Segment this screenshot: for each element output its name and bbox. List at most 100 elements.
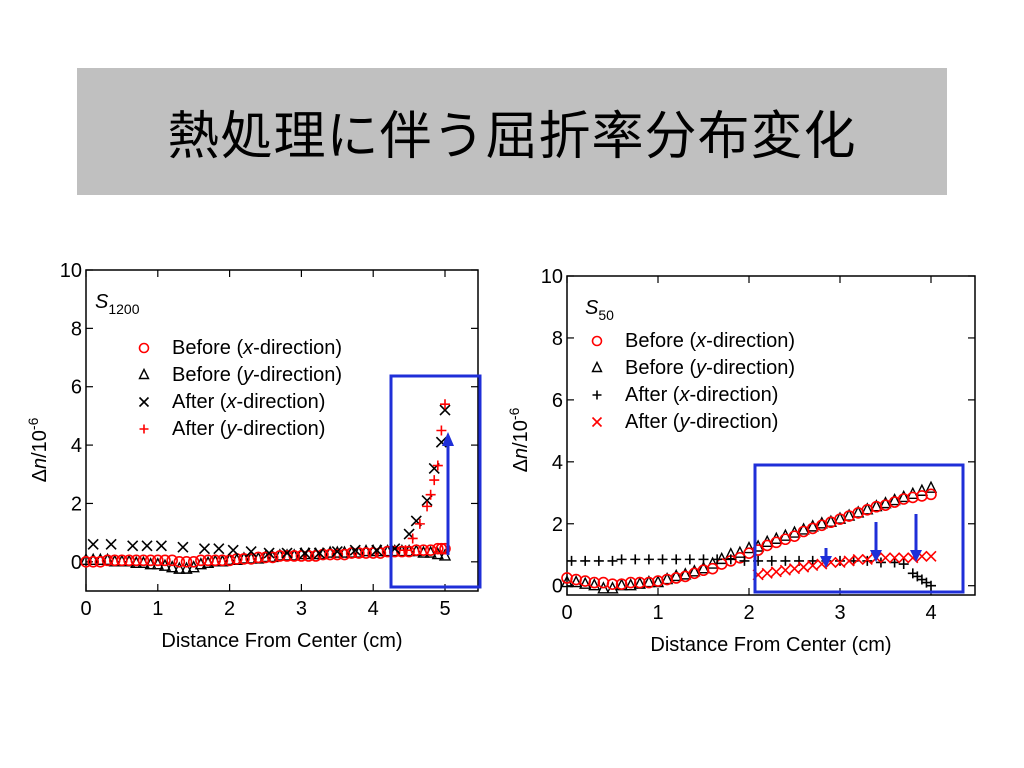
marker-triangle — [879, 496, 892, 509]
legend-entry: Before (x-direction) — [625, 330, 795, 352]
arrow-down-head — [910, 550, 922, 562]
marker-circle — [439, 542, 451, 555]
marker-x — [331, 546, 343, 558]
marker-triangle — [166, 560, 179, 573]
slide-title-band: 熱処理に伴う屈折率分布変化 — [77, 68, 947, 195]
marker-plus — [739, 555, 750, 566]
marker-plus — [926, 580, 936, 591]
marker-circle — [281, 550, 293, 562]
marker-triangle — [591, 360, 603, 373]
legend-entry: Before (y-direction) — [172, 364, 342, 386]
marker-circle — [159, 554, 171, 567]
marker-plus — [432, 460, 443, 471]
series-plus — [400, 399, 450, 556]
marker-circle — [130, 554, 143, 567]
marker-plus — [436, 425, 447, 436]
marker-plus — [643, 554, 654, 565]
marker-circle — [345, 547, 358, 559]
marker-triangle — [897, 489, 910, 503]
marker-circle — [238, 553, 250, 565]
marker-circle — [374, 547, 387, 559]
marker-x — [779, 564, 791, 576]
marker-plus — [898, 559, 909, 570]
series-x — [87, 404, 451, 559]
marker-circle — [101, 554, 114, 567]
slide-title: 熱処理に伴う屈折率分布変化 — [167, 107, 857, 167]
marker-x — [313, 547, 325, 559]
marker-x — [852, 553, 864, 565]
marker-plus — [671, 554, 682, 565]
marker-plus — [407, 533, 418, 544]
y-tick-label: 0 — [552, 576, 563, 598]
marker-plus — [698, 554, 709, 565]
y-tick-label: 8 — [71, 318, 82, 340]
plot-frame — [85, 269, 479, 592]
marker-circle — [144, 554, 157, 567]
x-tick-label: 4 — [368, 598, 379, 620]
y-tick-label: 0 — [71, 552, 82, 574]
marker-circle — [435, 542, 448, 555]
marker-circle — [417, 544, 430, 556]
marker-plus — [835, 555, 845, 566]
marker-plus — [657, 554, 668, 565]
plot-frame — [566, 275, 976, 596]
marker-plus — [766, 555, 777, 566]
y-tick-label: 10 — [60, 260, 82, 282]
marker-circle — [173, 556, 186, 568]
marker-plus — [862, 555, 873, 566]
marker-x — [591, 416, 603, 428]
marker-circle — [166, 554, 178, 567]
legend-entry: Before (y-direction) — [625, 357, 795, 379]
marker-circle — [367, 547, 380, 559]
marker-x — [105, 538, 117, 550]
marker-circle — [302, 550, 315, 562]
marker-circle — [80, 556, 92, 568]
legend-entry: After (x-direction) — [625, 384, 778, 406]
marker-plus — [566, 555, 577, 566]
x-tick-label: 2 — [743, 602, 754, 624]
marker-circle — [187, 556, 200, 568]
y-tick-label: 10 — [541, 266, 563, 288]
marker-circle — [588, 576, 601, 589]
legend-entry: Before (x-direction) — [172, 337, 342, 359]
marker-triangle — [706, 556, 719, 569]
marker-x — [770, 566, 782, 578]
marker-x — [349, 544, 361, 556]
highlight-box — [753, 463, 965, 594]
marker-circle — [180, 556, 193, 568]
marker-circle — [606, 578, 619, 590]
chart-s1200: 0 1 2 3 4 5 0 2 4 6 8 10 Distance From Center (cm) Δn… — [25, 260, 482, 652]
marker-circle — [216, 554, 229, 567]
marker-triangle — [797, 522, 810, 535]
marker-x — [87, 538, 99, 550]
x-tick-label: 3 — [296, 598, 307, 620]
marker-circle — [432, 542, 444, 555]
marker-x — [371, 544, 383, 556]
marker-circle — [138, 342, 150, 354]
marker-x — [925, 550, 937, 562]
marker-circle — [788, 530, 801, 542]
marker-x — [263, 547, 275, 559]
y-tick-label: 2 — [552, 514, 563, 536]
marker-circle — [108, 554, 121, 567]
marker-plus — [400, 545, 411, 556]
chart-s50: 0 1 2 3 4 0 2 4 6 8 10 Distance From Center (cm) Δn/… — [506, 266, 976, 656]
marker-circle — [116, 554, 128, 567]
highlight-box — [389, 374, 482, 589]
marker-circle — [624, 576, 637, 589]
x-axis-label: Distance From Center (cm) — [650, 634, 891, 656]
marker-circle — [259, 551, 272, 564]
marker-circle — [195, 554, 207, 567]
series-circle — [561, 488, 937, 590]
marker-triangle — [833, 511, 847, 524]
marker-x — [299, 547, 311, 559]
marker-triangle — [852, 505, 865, 518]
x-tick-label: 4 — [925, 602, 936, 624]
x-tick-label: 1 — [152, 598, 163, 620]
marker-x — [227, 544, 239, 556]
marker-x — [138, 396, 150, 408]
marker-plus — [440, 399, 450, 410]
y-axis-label: Δn/10-6 — [25, 417, 51, 482]
marker-triangle — [569, 575, 583, 588]
marker-triangle — [824, 514, 838, 527]
